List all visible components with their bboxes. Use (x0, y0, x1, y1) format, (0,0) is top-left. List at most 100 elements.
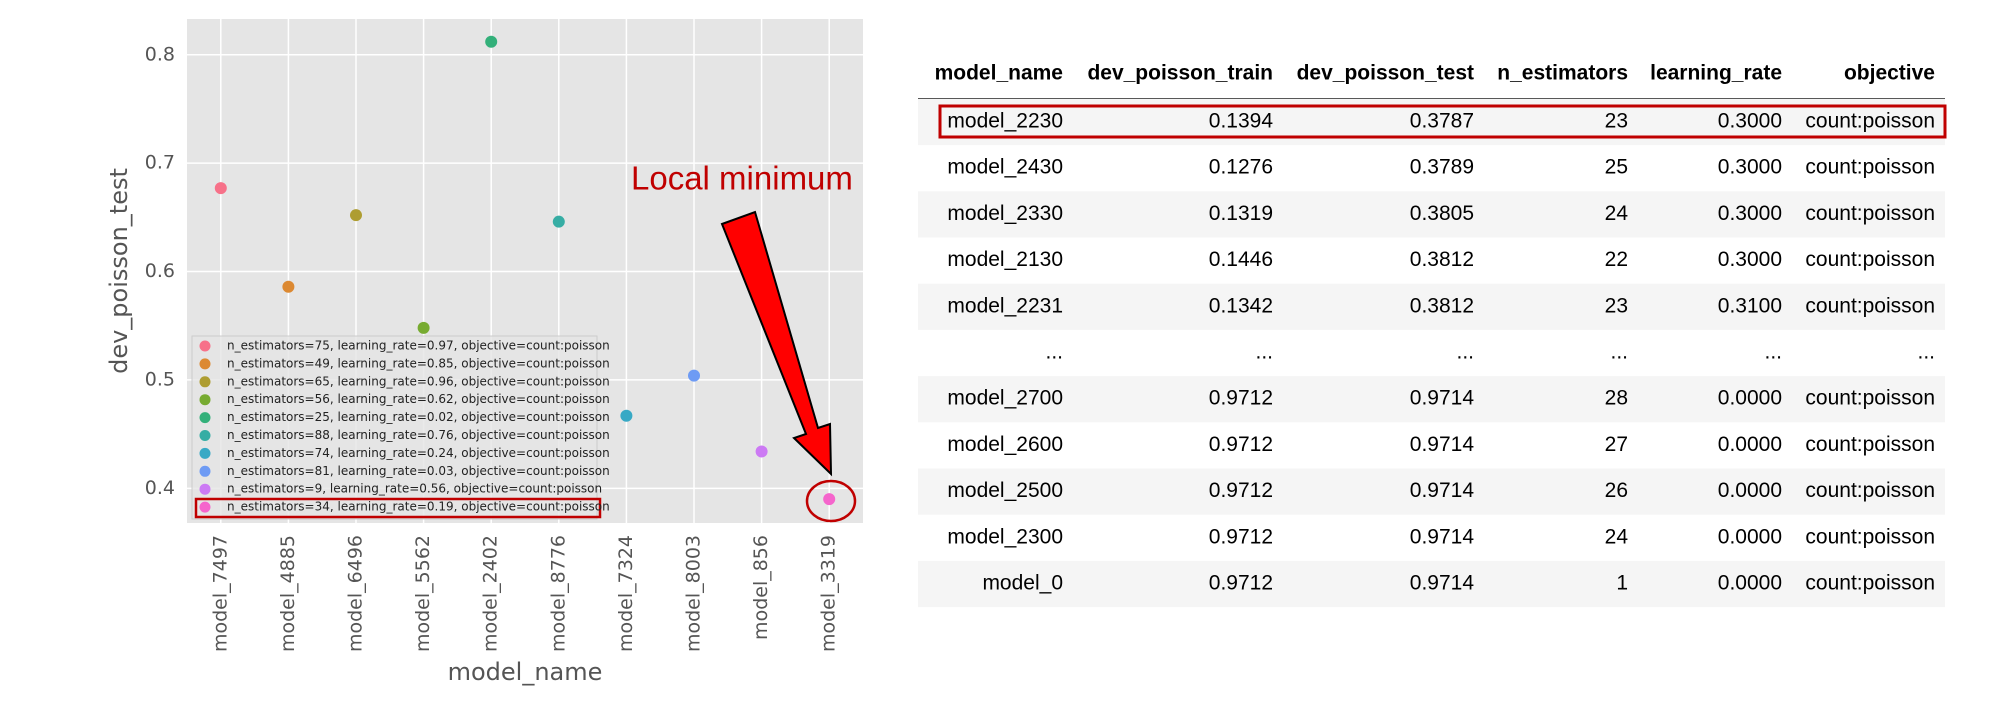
table-cell: 24 (1605, 202, 1629, 225)
point (823, 493, 836, 506)
x-tick-label: model_7324 (615, 535, 637, 652)
table-cell: ... (1045, 341, 1063, 364)
x-tick-label: model_6496 (345, 535, 367, 652)
table-cell: 0.9712 (1209, 572, 1273, 595)
row-stripe (918, 560, 1945, 608)
table-cell: model_2130 (947, 248, 1063, 271)
table-cell: 0.1394 (1209, 110, 1274, 133)
table-cell: 0.3100 (1718, 294, 1782, 317)
table-cell: 0.0000 (1718, 433, 1782, 456)
highlight-circle (805, 479, 857, 523)
table-cell: 0.9714 (1410, 572, 1475, 595)
table-cell: 0.3000 (1718, 110, 1782, 133)
table-cell: 1 (1616, 572, 1628, 595)
table-cell: 0.1446 (1209, 248, 1273, 271)
table-cell: model_0 (982, 572, 1063, 595)
legend-label: n_estimators=81, learning_rate=0.03, obj… (227, 464, 610, 478)
legend-marker (199, 447, 211, 459)
x-tick-label: model_2402 (480, 535, 502, 652)
column-header: dev_poisson_test (1297, 62, 1474, 85)
table-cell: 22 (1605, 248, 1628, 271)
legend-marker (199, 501, 211, 513)
table-cell: 0.1276 (1209, 156, 1273, 179)
table-cell: 0.9712 (1209, 525, 1273, 548)
table-cell: count:poisson (1805, 572, 1935, 595)
table-cell: ... (1610, 341, 1628, 364)
table-cell: count:poisson (1805, 294, 1935, 317)
table-cell: ... (1255, 341, 1273, 364)
row-stripe (918, 376, 1945, 423)
table-cell: 27 (1605, 433, 1628, 456)
legend-label: n_estimators=25, learning_rate=0.02, obj… (227, 410, 610, 424)
legend-label: n_estimators=49, learning_rate=0.85, obj… (227, 356, 610, 370)
table-cell: 28 (1605, 387, 1628, 410)
y-tick-label: 0.7 (145, 152, 175, 174)
column-header: n_estimators (1497, 62, 1628, 85)
table-cell: 0.1319 (1209, 202, 1273, 225)
table-cell: 0.3787 (1410, 110, 1474, 133)
table-cell: 0.3000 (1718, 248, 1782, 271)
table-cell: 0.0000 (1718, 387, 1782, 410)
table-cell: 0.9714 (1410, 479, 1475, 502)
table-cell: 0.9714 (1410, 525, 1475, 548)
legend-marker (199, 465, 211, 477)
x-tick-label: model_5562 (412, 535, 434, 652)
column-header: dev_poisson_train (1087, 62, 1273, 85)
table-cell: 0.9712 (1209, 479, 1273, 502)
table-cell: model_2700 (947, 387, 1063, 410)
table-cell: count:poisson (1805, 525, 1935, 548)
point (688, 369, 700, 382)
point (282, 280, 295, 293)
legend-box (191, 335, 598, 520)
row-stripe (918, 191, 1945, 238)
row-stripe (918, 283, 1945, 330)
legend-marker (199, 358, 211, 370)
table-cell: 0.9712 (1209, 387, 1273, 410)
table-cell: 0.9714 (1410, 433, 1475, 456)
arrow (720, 210, 833, 477)
x-tick-label: model_8776 (547, 535, 569, 652)
table-cell: model_2500 (947, 479, 1063, 502)
table-cell: 0.3000 (1718, 202, 1782, 225)
table-cell: ... (1917, 341, 1935, 364)
y-tick-label: 0.6 (145, 260, 175, 282)
legend-label: n_estimators=56, learning_rate=0.62, obj… (227, 392, 610, 406)
table-cell: ... (1764, 341, 1782, 364)
table-cell: count:poisson (1805, 248, 1935, 271)
point (620, 409, 633, 422)
table-cell: 0.0000 (1718, 525, 1782, 548)
legend-label: n_estimators=65, learning_rate=0.96, obj… (227, 374, 610, 388)
point (755, 445, 768, 458)
y-tick-label: 0.4 (145, 477, 175, 499)
column-header: objective (1844, 62, 1935, 85)
row-stripe (918, 468, 1945, 515)
row-highlight (938, 104, 1947, 139)
x-tick-label: model_4885 (277, 535, 299, 652)
x-tick-label: model_3319 (818, 535, 840, 652)
table-cell: count:poisson (1805, 479, 1935, 502)
table-cell: count:poisson (1805, 433, 1935, 456)
table-cell: model_2600 (947, 433, 1063, 456)
table-cell: count:poisson (1805, 110, 1935, 133)
annotation: Local minimum (631, 160, 853, 197)
table-cell: count:poisson (1805, 202, 1935, 225)
x-axis-label: model_name (448, 658, 603, 686)
y-tick-label: 0.5 (145, 368, 175, 390)
legend-label: n_estimators=74, learning_rate=0.24, obj… (227, 446, 610, 460)
table-cell: 0.3805 (1410, 202, 1474, 225)
table-cell: 23 (1605, 294, 1628, 317)
table-cell: 0.0000 (1718, 572, 1782, 595)
table-cell: 0.3812 (1410, 294, 1474, 317)
table-cell: 25 (1605, 156, 1628, 179)
table-cell: model_2330 (947, 202, 1063, 225)
legend-label: n_estimators=34, learning_rate=0.19, obj… (227, 500, 610, 514)
table-cell: 24 (1605, 525, 1629, 548)
y-tick-label: 0.8 (145, 43, 175, 65)
x-tick-label: model_856 (750, 535, 772, 640)
legend-label: n_estimators=88, learning_rate=0.76, obj… (227, 428, 610, 442)
x-tick-label: model_8003 (683, 535, 705, 652)
legend-marker (199, 483, 211, 495)
table-cell: 0.3812 (1410, 248, 1474, 271)
table-cell: count:poisson (1805, 387, 1935, 410)
